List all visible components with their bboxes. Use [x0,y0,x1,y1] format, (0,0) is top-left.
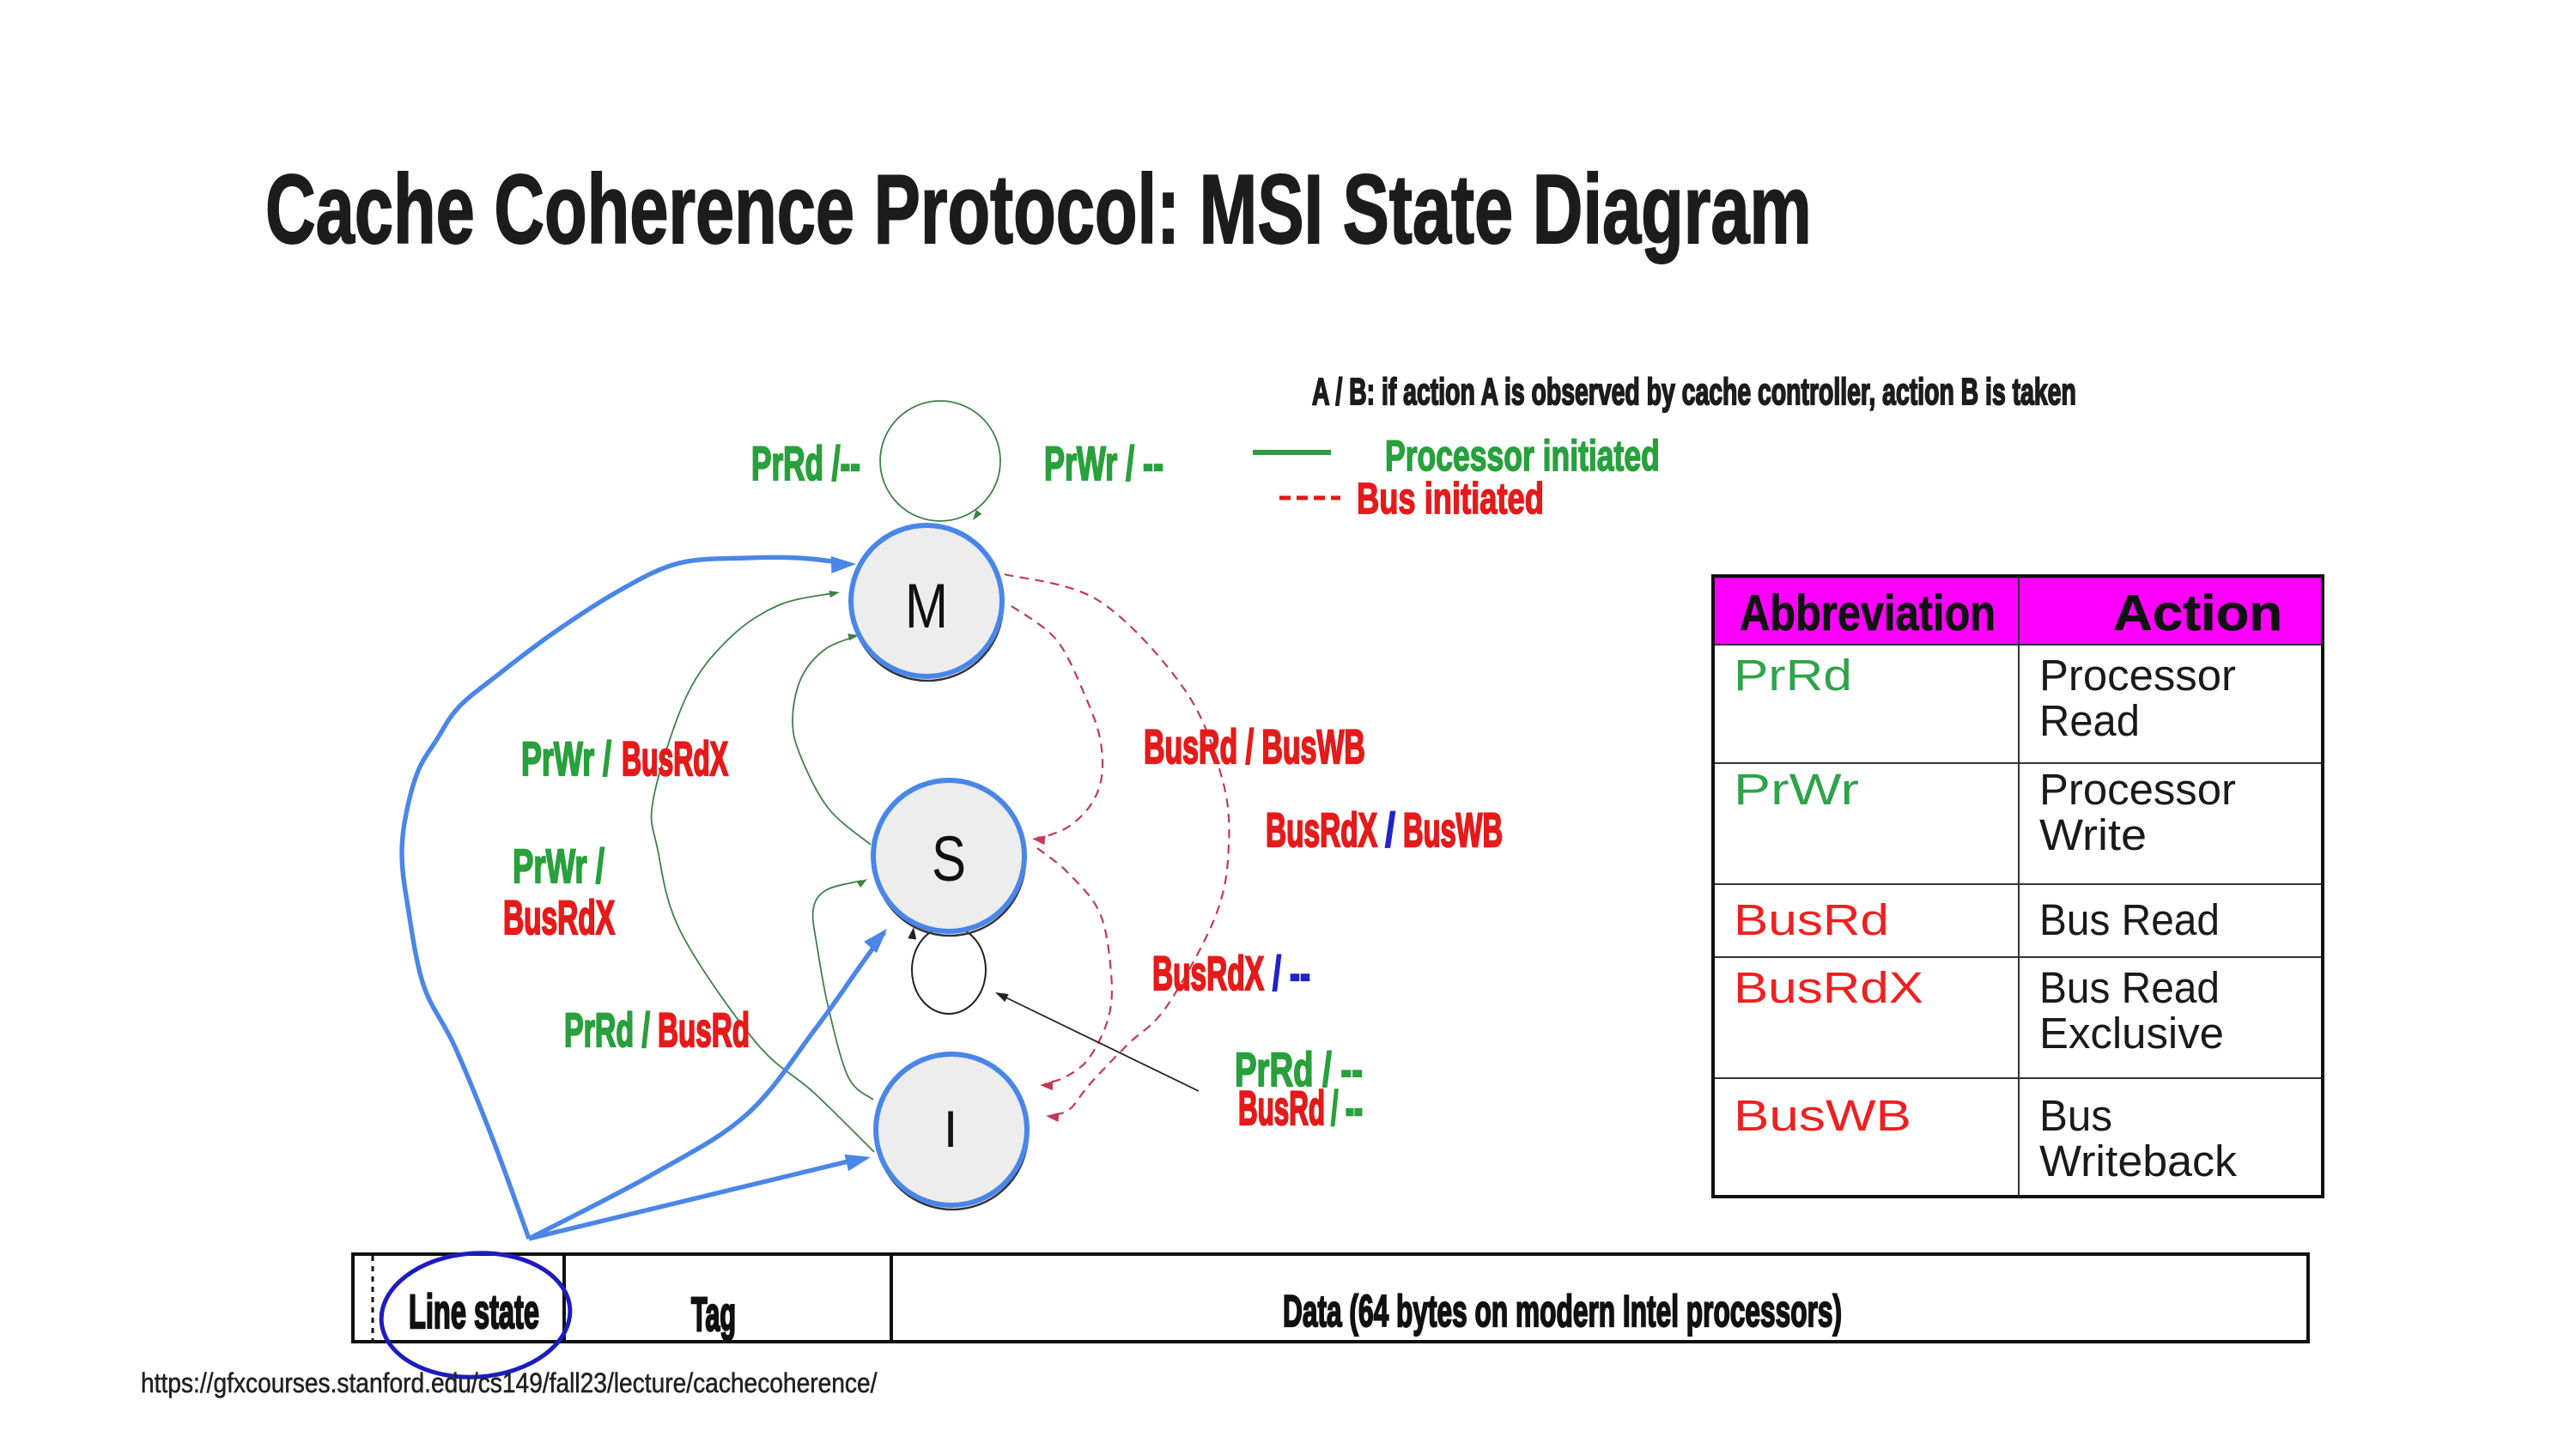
svg-text:Tag: Tag [691,1287,736,1341]
svg-text:PrWr: PrWr [1734,765,1859,814]
svg-text:BusRd: BusRd [658,1003,750,1057]
svg-text:PrRd: PrRd [1734,651,1852,700]
svg-text:Bus: Bus [2039,1091,2112,1140]
svg-text:/ --: / -- [1331,1081,1363,1135]
svg-text:Processor: Processor [2039,765,2236,814]
svg-text:Abbreviation: Abbreviation [1740,585,1996,641]
svg-text:S: S [932,824,966,894]
svg-text:I: I [944,1100,958,1158]
svg-text:Writeback: Writeback [2039,1136,2237,1185]
svg-text:Bus Read: Bus Read [2039,964,2220,1013]
svg-text:Exclusive: Exclusive [2039,1009,2224,1058]
svg-text:BusRdX: BusRdX [503,890,615,944]
svg-text:PrWr / --: PrWr / -- [1044,436,1163,490]
svg-text:BusRd: BusRd [1238,1081,1325,1135]
svg-text:BusWB: BusWB [1734,1092,1911,1141]
svg-text:Bus Read: Bus Read [2039,896,2220,945]
svg-text:BusRdX: BusRdX [622,732,728,786]
svg-text:Data (64 bytes on modern Inte: Data (64 bytes on modern Intel processor… [1283,1287,1842,1337]
svg-text:Cache Coherence Protocol: MSI: Cache Coherence Protocol: MSI State Diag… [265,154,1812,264]
svg-text:Bus initiated: Bus initiated [1357,475,1544,523]
svg-text:/ --: / -- [1273,946,1310,1000]
svg-text:Action: Action [2113,585,2282,640]
svg-text:PrRd /: PrRd / [564,1003,650,1057]
svg-text:BusRdX: BusRdX [1734,962,1923,1012]
svg-text:PrWr /: PrWr / [521,731,611,785]
svg-text:M: M [905,573,948,642]
svg-text:/: / [1385,803,1395,858]
svg-text:Processor: Processor [2039,651,2236,700]
svg-text:BusRd / BusWB: BusRd / BusWB [1144,719,1365,773]
svg-text:A / B: if action A is observed: A / B: if action A is observed by cache … [1312,370,2076,413]
svg-text:Processor initiated: Processor initiated [1385,433,1660,480]
svg-text:Read: Read [2039,696,2140,745]
svg-text:BusWB: BusWB [1403,803,1503,857]
svg-text:BusRdX: BusRdX [1266,803,1377,857]
svg-text:PrRd / --: PrRd / -- [1235,1044,1363,1097]
svg-text:BusRdX: BusRdX [1152,946,1264,1000]
svg-text:Line state: Line state [409,1285,539,1338]
svg-text:PrRd /--: PrRd /-- [751,437,860,490]
svg-text:PrWr /: PrWr / [513,840,605,894]
svg-text:https://gfxcourses.stanford.ed: https://gfxcourses.stanford.edu/cs149/fa… [141,1368,878,1398]
svg-text:Write: Write [2039,810,2147,859]
svg-text:BusRd: BusRd [1734,894,1889,944]
